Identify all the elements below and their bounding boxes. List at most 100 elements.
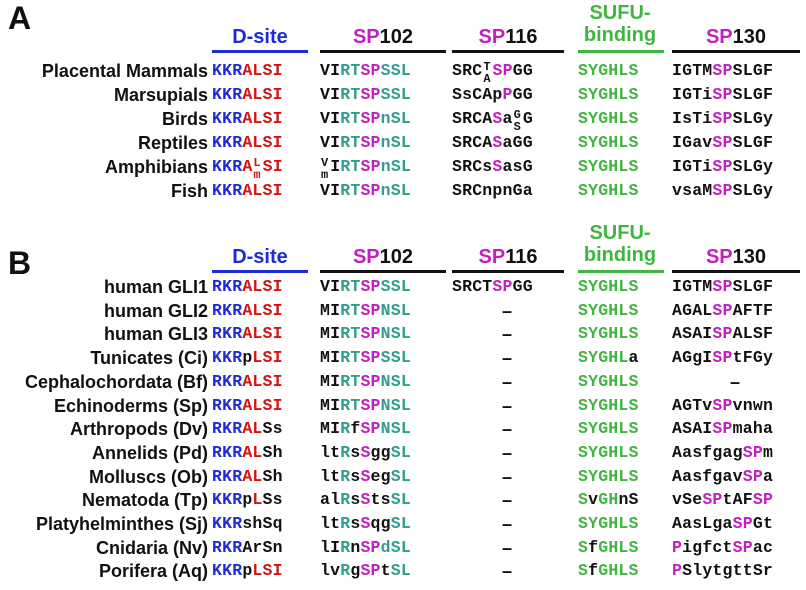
- panel-a-row-label: Marsupials: [113, 85, 208, 105]
- panel-a-row-label: Birds: [161, 109, 208, 129]
- panel-a-bar-sp116: [452, 50, 564, 53]
- panel-b-sufu-seq: SvGHnS: [578, 490, 639, 510]
- panel-a-sp130-seq: IGTMSPSLGF: [672, 61, 774, 80]
- panel-b-row-label: Porifera (Aq): [98, 561, 208, 582]
- panel-b-sp102-seq: MIRTSPSSL: [320, 348, 411, 368]
- panel-a-sp130-seq: IGTiSPSLGF: [672, 85, 774, 104]
- panel-b-sp102-seq: MIRfSPNSL: [320, 419, 411, 439]
- panel-b-sp116-missing: –: [502, 419, 513, 440]
- panel-b-sp102-seq: MIRTSPNSL: [320, 371, 411, 391]
- panel-b-sp130-seq: AGTvSPvnwn: [672, 395, 774, 415]
- panel-a-sp130-seq: IGavSPSLGF: [672, 133, 774, 152]
- panel-a-bar-sufu: [578, 50, 664, 53]
- panel-b-sp116-missing: –: [502, 490, 513, 511]
- panel-b-sp130-seq: AGgISPtFGy: [672, 348, 774, 368]
- panel-a-sufu-seq: SYGHLS: [578, 133, 639, 152]
- panel-b-sp102-seq: ltRsSegSL: [320, 466, 411, 486]
- panel-b-dsite-seq: RKRALSI: [212, 324, 283, 344]
- panel-b-row-label: Cephalochordata (Bf): [24, 371, 208, 392]
- panel-b-dsite-seq: RKRALSI: [212, 277, 283, 296]
- panel-b-sp130-seq: AasfgagSPm: [672, 442, 774, 462]
- panel-b-sp130-seq: AasLgaSPGt: [672, 514, 774, 533]
- panel-b-dsite-seq: KKRpLSI: [212, 348, 283, 368]
- panel-b-dsite-seq: RKRALSh: [212, 442, 283, 462]
- panel-b-row-label: Arthropods (Dv): [70, 419, 208, 440]
- panel-b-sp102-seq: MIRTSPNSL: [320, 395, 411, 415]
- panel-b-sp116-missing: –: [502, 537, 513, 558]
- panel-b-sufu-seq: SfGHLS: [578, 537, 639, 557]
- panel-b-sp116-missing: –: [502, 561, 513, 582]
- panel-b-row-label: Annelids (Pd): [92, 442, 208, 463]
- panel-b-sp130-seq: AasfgavSPa: [672, 466, 774, 486]
- panel-a-row-label: Placental Mammals: [41, 61, 208, 81]
- panel-b-row-label: Tunicates (Ci): [90, 348, 208, 369]
- panel-b-bar-sufu: [578, 270, 664, 273]
- panel-b-sp102-seq: lvRgSPtSL: [320, 561, 411, 581]
- panel-b-sp130-missing: –: [730, 371, 741, 392]
- panel-b-sp116-missing: –: [502, 348, 513, 369]
- panel-a-bar-dsite: [212, 50, 308, 53]
- panel-b-sp116-missing: –: [502, 300, 513, 321]
- panel-b-sp102-seq: ltRsSqgSL: [320, 514, 411, 533]
- panel-b-sp102-seq: alRsStsSL: [320, 490, 411, 510]
- panel-a-sufu-seq: SYGHLS: [578, 61, 639, 80]
- panel-a-row-label: Amphibians: [104, 157, 208, 177]
- panel-b-sufu-seq: SYGHLS: [578, 442, 639, 462]
- panel-a-sp102-seq: VIRTSPnSL: [320, 181, 411, 200]
- panel-b-row-label: human GLI2: [103, 300, 208, 321]
- panel-a-sp130-seq: vsaMSPSLGy: [672, 181, 774, 200]
- panel-b-sufu-seq: SYGHLS: [578, 419, 639, 439]
- panel-a-sp102-seq: VIRTSPSSL: [320, 61, 411, 80]
- panel-b-sufu-seq: SYGHLS: [578, 514, 639, 533]
- panel-a-dsite-seq: KKRALSI: [212, 133, 283, 152]
- panel-b-row-label: Cnidaria (Nv): [95, 537, 208, 558]
- panel-b-sp130-seq: IGTMSPSLGF: [672, 277, 774, 296]
- panel-a-bar-sp130: [672, 50, 800, 53]
- panel-a-sufu-seq: SYGHLS: [578, 181, 639, 200]
- panel-a-row-label: Fish: [170, 181, 208, 201]
- panel-b-sp116-missing: –: [502, 395, 513, 416]
- panel-a-header-dsite: D-site: [232, 26, 288, 48]
- panel-b-header-sp116: SP116: [478, 246, 538, 268]
- panel-b-sp102-seq: MIRTSPNSL: [320, 300, 411, 320]
- panel-b-dsite-seq: RKRALSI: [212, 371, 283, 391]
- panel-b-row-label: Platyhelminthes (Sj): [35, 514, 208, 534]
- panel-b-bar-sp116: [452, 270, 564, 273]
- panel-a-dsite-seq: KKRALSI: [212, 61, 283, 80]
- panel-b-sufu-seq: SYGHLS: [578, 324, 639, 344]
- panel-b-dsite-seq: RKRArSn: [212, 537, 283, 557]
- panel-a-header-sufu: SUFU-binding: [583, 2, 657, 46]
- panel-a-sp116-seq: SRCnpnGa: [452, 181, 533, 200]
- panel-a-sp116-seq: SsCApPGG: [452, 85, 533, 104]
- panel-b-sufu-seq: SYGHLS: [578, 395, 639, 415]
- panel-b-row-label: Nematoda (Tp): [82, 490, 208, 511]
- panel-b-sp130-seq: vSeSPtAFSP: [672, 490, 774, 510]
- panel-b-bar-sp130: [672, 270, 800, 273]
- panel-b-row-label: Echinoderms (Sp): [53, 395, 208, 416]
- panel-b-header-sufu: SUFU-binding: [583, 222, 657, 266]
- panel-b-row-label: human GLI1: [103, 277, 208, 297]
- panel-b-sp116-missing: –: [502, 514, 513, 534]
- panel-a-sp116-seq: SRCASaGG: [452, 133, 533, 152]
- panel-b-sp102-seq: ltRsSggSL: [320, 442, 411, 462]
- panel-a-dsite-seq: KKRALSI: [212, 181, 283, 200]
- panel-b-sp130-seq: PSlytgttSr: [672, 561, 774, 581]
- panel-b-sp102-seq: VIRTSPSSL: [320, 277, 411, 296]
- panel-a-sp130-seq: IsTiSPSLGy: [672, 109, 774, 128]
- panel-b-sp116-missing: –: [502, 324, 513, 345]
- panel-a-sufu-seq: SYGHLS: [578, 109, 639, 128]
- panel-a-sp116-seq: SRC T A SPGG: [452, 60, 533, 86]
- panel-b-sufu-seq: SYGHLS: [578, 277, 639, 296]
- panel-b-sufu-seq: SYGHLS: [578, 466, 639, 486]
- panel-a-letter: A: [8, 0, 32, 36]
- panel-b-dsite-seq: KKRpLSs: [212, 490, 283, 510]
- panel-b-dsite-seq: RKRALSI: [212, 395, 283, 415]
- panel-b-dsite-seq: RKRALSI: [212, 300, 283, 320]
- panel-b-sp130-seq: ASAISPmaha: [672, 419, 774, 439]
- panel-b-sp130-seq: PigfctSPac: [672, 537, 774, 557]
- panel-b-dsite-seq: KKRpLSI: [212, 561, 283, 581]
- panel-b-sp102-seq: lIRnSPdSL: [320, 537, 411, 557]
- panel-b-sp116-seq: SRCTSPGG: [452, 277, 533, 296]
